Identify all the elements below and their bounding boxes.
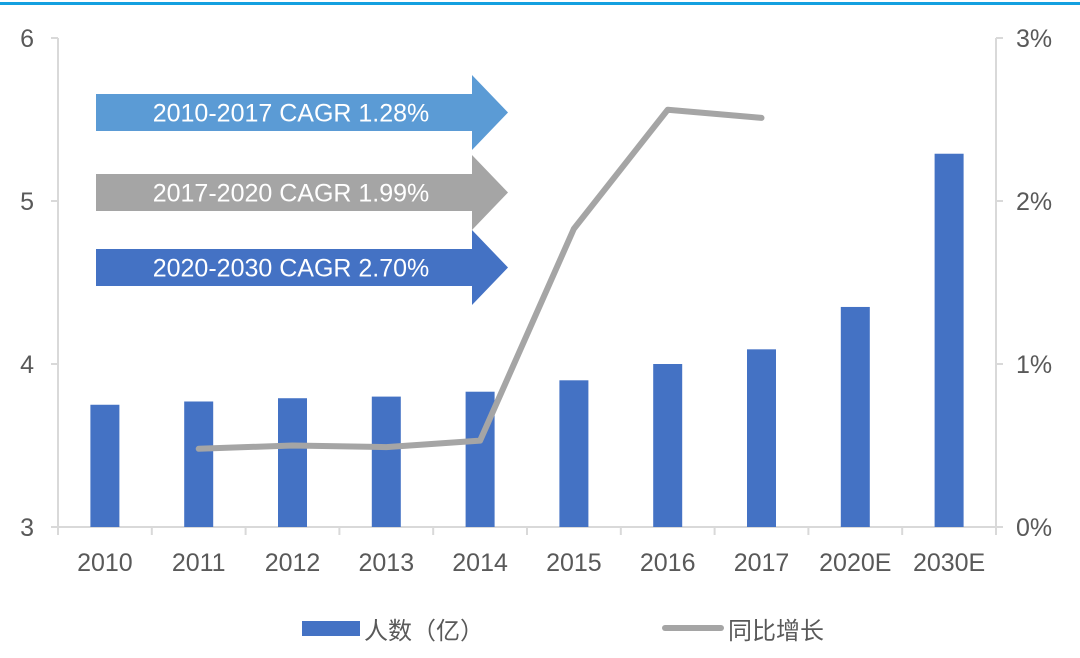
bar-2010 xyxy=(90,404,120,527)
top-rule xyxy=(0,2,1080,5)
bar-2015 xyxy=(559,380,589,527)
legend-label-growth: 同比增长 xyxy=(728,616,824,645)
x-tick-label: 2015 xyxy=(546,549,602,577)
x-tick-label: 2012 xyxy=(265,549,321,577)
legend-label-population: 人数（亿） xyxy=(364,616,484,645)
bar-2013 xyxy=(371,396,401,527)
x-tick-label: 2030E xyxy=(913,549,985,577)
legend-item-population: 人数（亿） xyxy=(302,612,484,645)
x-tick-label: 2014 xyxy=(452,549,508,577)
cagr-arrow-2 xyxy=(96,155,508,230)
right-tick-label: 2% xyxy=(1016,188,1052,216)
bar-2030E xyxy=(934,153,964,528)
left-tick-label: 3 xyxy=(20,514,34,542)
x-tick-label: 2016 xyxy=(640,549,696,577)
cagr-label-3: 2020-2030 CAGR 2.70% xyxy=(153,255,430,283)
legend-bar-swatch xyxy=(302,620,360,636)
legend-line-swatch xyxy=(662,625,724,631)
bar-2011 xyxy=(184,401,214,527)
x-tick-label: 2011 xyxy=(172,549,226,577)
right-tick-label: 1% xyxy=(1016,351,1052,379)
x-tick-label: 2017 xyxy=(734,549,790,577)
left-tick-label: 6 xyxy=(20,25,34,53)
x-tick-label: 2010 xyxy=(77,549,133,577)
bar-2012 xyxy=(278,398,307,527)
right-tick-label: 0% xyxy=(1016,514,1052,542)
left-tick-label: 4 xyxy=(20,351,34,379)
x-tick-label: 2020E xyxy=(819,549,891,577)
growth-line xyxy=(195,106,765,452)
legend-item-growth: 同比增长 xyxy=(662,612,824,645)
bar-2020E xyxy=(840,306,870,527)
cagr-label-2: 2017-2020 CAGR 1.99% xyxy=(153,180,430,208)
cagr-arrow-3 xyxy=(96,230,508,305)
cagr-label-1: 2010-2017 CAGR 1.28% xyxy=(153,100,430,128)
bar-2017 xyxy=(747,349,776,527)
bar-2016 xyxy=(653,364,683,527)
x-tick-label: 2013 xyxy=(358,549,414,577)
left-tick-label: 5 xyxy=(20,188,34,216)
right-tick-label: 3% xyxy=(1016,25,1052,53)
cagr-arrow-1 xyxy=(96,75,508,150)
